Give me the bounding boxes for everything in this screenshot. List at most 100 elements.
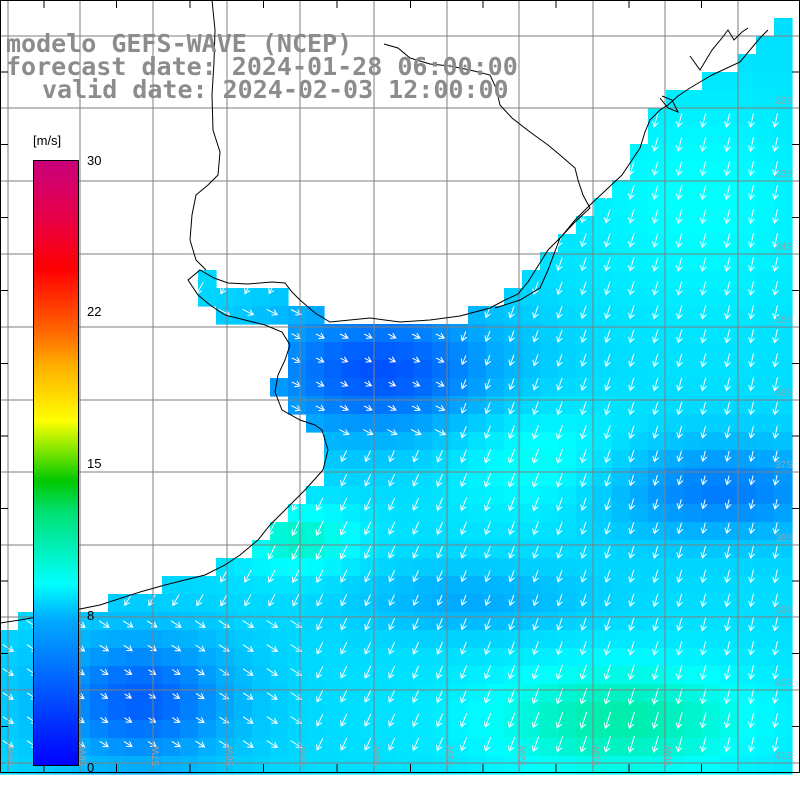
wind-arrow (363, 429, 374, 436)
wind-arrow (652, 401, 659, 416)
speed-cell (774, 594, 793, 613)
coastline-segment (383, 43, 591, 309)
speed-cell (684, 468, 703, 487)
wind-arrow (676, 401, 683, 416)
speed-cell (504, 630, 523, 649)
speed-cell (576, 720, 595, 739)
wind-arrow (364, 641, 372, 655)
speed-cell (666, 468, 685, 487)
speed-cell (234, 720, 253, 739)
wind-arrow (244, 569, 252, 583)
speed-cell (630, 432, 649, 451)
speed-cell (576, 666, 595, 685)
speed-cell (162, 666, 181, 685)
speed-cell (738, 630, 757, 649)
wind-arrow (507, 472, 516, 488)
wind-arrow (748, 736, 755, 753)
speed-cell (270, 684, 289, 703)
colorbar (33, 160, 79, 766)
speed-cell (198, 648, 217, 667)
wind-arrow (364, 665, 372, 679)
speed-cell (486, 756, 505, 775)
speed-cell (108, 756, 127, 775)
speed-cell (270, 378, 289, 397)
wind-arrow (580, 353, 587, 368)
speed-cell (468, 360, 487, 379)
wind-arrow (724, 475, 732, 486)
speed-cell (414, 648, 433, 667)
wind-arrow (364, 545, 372, 560)
speed-cell (378, 558, 397, 577)
wind-arrow (531, 736, 540, 753)
speed-cell (522, 324, 541, 343)
speed-cell (648, 702, 667, 721)
wind-arrow (676, 617, 683, 632)
wind-arrow (748, 256, 755, 272)
wind-arrow (460, 497, 468, 512)
wind-arrow (460, 402, 467, 414)
speed-cell (450, 684, 469, 703)
speed-cell (486, 738, 505, 757)
wind-arrow (700, 401, 707, 416)
wind-arrow (580, 281, 587, 296)
wind-arrow (724, 688, 731, 705)
speed-cell (702, 684, 721, 703)
wind-arrow (580, 305, 587, 320)
wind-arrow (290, 309, 302, 316)
wind-arrow (315, 332, 326, 339)
speed-cell (486, 486, 505, 505)
speed-cell (666, 702, 685, 721)
wind-arrow (531, 712, 540, 729)
speed-cell (0, 630, 19, 649)
speed-cell (522, 468, 541, 487)
speed-cell (756, 504, 775, 523)
speed-cell (774, 198, 793, 217)
speed-cell (396, 648, 415, 667)
wind-arrow (484, 665, 491, 680)
wind-arrow (700, 499, 708, 510)
speed-cell (738, 702, 757, 721)
wind-arrow (388, 689, 396, 703)
speed-cell (666, 450, 685, 469)
speed-cell (558, 756, 577, 775)
speed-cell (774, 396, 793, 415)
speed-cell (684, 288, 703, 307)
speed-cell (612, 324, 631, 343)
speed-cell (378, 468, 397, 487)
speed-cell (396, 612, 415, 631)
speed-cell (702, 180, 721, 199)
speed-cell (522, 396, 541, 415)
wind-arrow (724, 499, 732, 510)
speed-cell (756, 144, 775, 163)
speed-cell (594, 612, 613, 631)
wind-arrow (724, 522, 732, 535)
wind-arrow (340, 618, 348, 631)
speed-cell (288, 504, 307, 523)
wind-arrow (772, 208, 779, 224)
wind-arrow (772, 329, 779, 344)
wind-arrow (340, 594, 348, 607)
speed-cell (468, 432, 487, 451)
speed-cell (738, 270, 757, 289)
speed-cell (342, 468, 361, 487)
speed-cell (252, 288, 271, 307)
wind-arrow (483, 712, 492, 728)
speed-cell (702, 522, 721, 541)
wind-arrow (195, 644, 206, 652)
wind-arrow (171, 644, 182, 652)
speed-cell (522, 612, 541, 631)
speed-cell (432, 756, 451, 775)
wind-arrow (604, 617, 611, 632)
speed-cell (198, 666, 217, 685)
speed-cell (720, 432, 739, 451)
speed-cell (774, 360, 793, 379)
speed-cell (378, 414, 397, 433)
speed-cell (540, 432, 559, 451)
wind-arrow (316, 569, 324, 584)
speed-cell (630, 270, 649, 289)
speed-cell (306, 378, 325, 397)
speed-cell (630, 756, 649, 775)
wind-arrow (772, 641, 779, 656)
speed-cell (648, 720, 667, 739)
speed-cell (756, 720, 775, 739)
